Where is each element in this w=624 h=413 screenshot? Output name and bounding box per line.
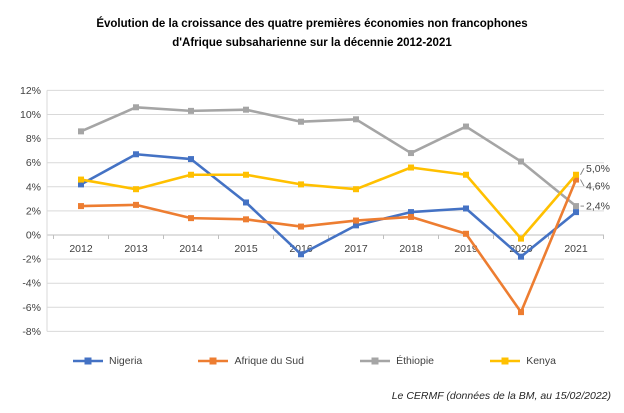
data-point-marker [518,158,524,165]
x-tick-label: 2014 [179,243,203,255]
data-point-marker [573,203,579,210]
legend-label-kenya: Kenya [526,355,556,367]
data-point-marker [78,176,84,183]
end-value-labels: 5,0% 4,6% 2,4% [580,163,610,213]
data-point-marker [353,222,359,229]
data-point-marker [188,171,194,178]
legend-swatch-kenya [490,357,521,365]
series-line-kenya [79,166,578,240]
y-tick-label: -2% [22,254,41,266]
data-point-marker [408,164,414,171]
data-point-marker [408,150,414,157]
chart-title: Évolution de la croissance des quatre pr… [0,15,624,53]
data-point-marker [133,104,139,111]
x-tick-label: 2019 [454,243,478,255]
data-point-marker [353,217,359,224]
legend-item-afrique-du-sud: Afrique du Sud [197,355,304,367]
x-axis-labels: 2012 2013 2014 2015 2016 2017 2018 2019 2020 2021 [69,243,588,255]
y-tick-label: 2% [26,205,41,217]
legend-label-ethiopie: Éthiopie [396,355,435,367]
y-tick-label: -6% [22,302,41,314]
data-point-marker [78,181,84,188]
legend-label-nigeria: Nigeria [109,355,143,367]
data-point-marker [298,251,304,258]
x-tick-label: 2018 [399,243,423,255]
chart-legend: Nigeria Afrique du Sud Éthiopie Kenya [72,352,556,370]
data-point-marker [518,253,524,260]
data-point-marker [298,118,304,125]
data-point-marker [133,186,139,193]
series-line-afrique-du-sud [79,178,578,314]
y-axis-labels: 12% 10% 8% 6% 4% 2% 0% -2% -4% -6% -8% [20,85,41,338]
data-point-marker [408,209,414,216]
end-label-kenya: 5,0% [586,163,610,175]
data-point-marker [463,230,469,237]
series-line-nigeria [79,152,578,258]
end-label-connector [580,179,585,187]
data-point-marker [518,309,524,316]
data-point-marker [133,201,139,208]
end-label-afrique-du-sud: 4,6% [586,181,610,193]
data-point-marker [573,176,579,183]
x-tick-label: 2013 [124,243,148,255]
data-point-marker [243,106,249,113]
chart-title-line2: d'Afrique subsaharienne sur la décennie … [172,37,452,49]
data-point-marker [243,216,249,223]
data-point-marker [133,151,139,158]
legend-swatch-afrique-du-sud [198,357,229,365]
data-point-marker [463,171,469,178]
legend-swatch-ethiopie [360,357,391,365]
end-label-connector [580,168,585,175]
data-point-marker [298,181,304,188]
data-point-marker [188,107,194,114]
legend-swatch-nigeria [73,357,103,365]
source-note: Le CERMF (données de la BM, au 15/02/202… [391,390,611,402]
x-tick-label: 2021 [564,243,588,255]
data-point-marker [463,205,469,212]
legend-item-nigeria: Nigeria [72,355,142,367]
data-point-marker [78,128,84,135]
data-point-marker [353,186,359,193]
data-point-marker [78,203,84,210]
y-tick-label: 0% [26,230,41,242]
data-point-marker [243,199,249,206]
y-tick-label: 12% [20,85,41,97]
y-tick-label: 4% [26,181,41,193]
y-tick-label: 10% [20,109,41,121]
legend-label-afrique-du-sud: Afrique du Sud [234,355,304,367]
data-point-marker [408,213,414,220]
x-tick-label: 2012 [69,243,93,255]
legend-item-ethiopie: Éthiopie [359,355,434,367]
data-point-marker [298,223,304,230]
y-tick-label: 6% [26,157,41,169]
data-point-marker [353,116,359,123]
series-nigeria [78,151,579,260]
series-kenya [78,164,579,242]
data-point-marker [573,209,579,216]
x-axis-ticks [53,235,604,239]
x-tick-label: 2017 [344,243,368,255]
data-point-marker [573,171,579,178]
data-point-marker [518,235,524,242]
chart-title-line1: Évolution de la croissance des quatre pr… [96,18,528,30]
data-point-marker [188,156,194,163]
data-point-marker [243,171,249,178]
data-point-marker [188,215,194,222]
y-tick-label: -4% [22,278,41,290]
data-point-marker [463,123,469,130]
x-tick-label: 2015 [234,243,258,255]
series-afrique-du-sud [78,176,579,316]
y-tick-label: 8% [26,133,41,145]
series-line-ethiopie [79,105,578,208]
y-gridlines [47,89,604,332]
end-label-ethiopie: 2,4% [586,201,610,213]
legend-item-kenya: Kenya [489,355,556,367]
y-tick-label: -8% [22,326,41,338]
series-ethiopie [78,104,579,210]
